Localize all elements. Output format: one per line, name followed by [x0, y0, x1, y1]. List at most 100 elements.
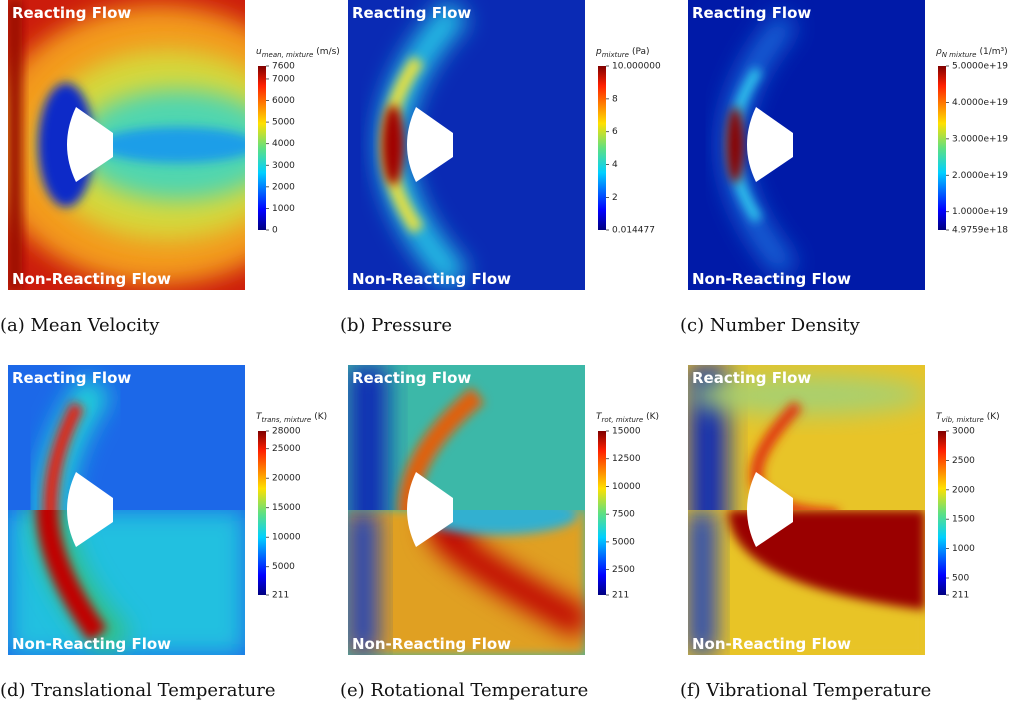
caption: (b) Pressure	[340, 315, 452, 336]
colorbar-tick-label: 1500	[952, 515, 975, 525]
colorbar-symbol: p	[595, 47, 602, 57]
field-layer	[43, 401, 85, 510]
colorbar-symbol: T	[256, 412, 263, 422]
colorbar-tick-label: 1.0000e+19	[952, 207, 1008, 217]
field-image	[8, 0, 245, 290]
colorbar-tick-label: 2000	[952, 485, 975, 495]
caption: (f) Vibrational Temperature	[680, 680, 931, 701]
bottom-label: Non-Reacting Flow	[692, 270, 851, 288]
bottom-label: Non-Reacting Flow	[692, 635, 851, 653]
colorbar-tick-label: 7000	[272, 74, 295, 84]
top-label: Reacting Flow	[12, 369, 131, 387]
colorbar-tick-label: 10000	[612, 482, 641, 492]
caption: (e) Rotational Temperature	[340, 680, 588, 701]
colorbar-tick-label: 8	[612, 94, 618, 104]
colorbar-tick-label: 211	[952, 591, 969, 601]
shock-layer	[43, 401, 85, 510]
panel: Reacting Flow Non-Reacting Flow umean, mix…	[0, 0, 340, 336]
field-image	[8, 365, 245, 655]
colorbar-symbol: T	[596, 412, 603, 422]
colorbar-unit: (m/s)	[316, 47, 340, 57]
top-label: Reacting Flow	[692, 4, 811, 22]
colorbar-tick-label: 28000	[272, 427, 301, 437]
colorbar-symbol: ρ	[936, 47, 942, 57]
colorbar-tick-label: 4000	[272, 139, 295, 149]
vehicle-body	[747, 472, 793, 547]
field-layer	[418, 510, 578, 535]
shock-layer	[398, 387, 485, 510]
colorbar-tick-label: 5000	[612, 537, 635, 547]
colorbar-tick-label: 2000	[272, 182, 295, 192]
colorbar-tick-label: 20000	[272, 474, 301, 484]
panel: Reacting Flow Non-Reacting Flow pmixture (P…	[340, 0, 661, 336]
bottom-label: Non-Reacting Flow	[12, 270, 171, 288]
colorbar-tick-label: 7600	[272, 62, 295, 72]
colorbar	[938, 66, 946, 230]
field-layer	[36, 510, 107, 642]
bottom-label: Non-Reacting Flow	[352, 635, 511, 653]
vehicle-body	[67, 107, 113, 182]
vehicle-body	[407, 107, 453, 182]
field-layer	[348, 510, 585, 655]
colorbar-unit: (K)	[314, 412, 327, 422]
colorbar-subscript: mean, mixture	[262, 51, 314, 59]
panel: Reacting Flow Non-Reacting Flow ρN mixture…	[680, 0, 1008, 336]
top-label: Reacting Flow	[692, 369, 811, 387]
shock-layer	[728, 510, 925, 610]
field-region	[382, 105, 404, 185]
colorbar-unit: (Pa)	[632, 47, 650, 57]
colorbar-title: ρN mixture (1/m³)	[936, 47, 1008, 59]
colorbar-subscript: mixture	[602, 51, 629, 59]
field-region	[348, 510, 585, 655]
field-layer	[8, 0, 22, 290]
colorbar-tick-label: 1000	[272, 204, 295, 214]
colorbar-tick-label: 10000	[272, 533, 301, 543]
colorbar-tick-label: 3.0000e+19	[952, 134, 1008, 144]
colorbar-title: pmixture (Pa)	[595, 47, 650, 59]
colorbar-tick-label: 5000	[272, 118, 295, 128]
field-region	[98, 127, 245, 163]
colorbar-symbol: T	[936, 412, 943, 422]
colorbar	[258, 66, 266, 230]
colorbar-tick-label: 1000	[952, 544, 975, 554]
colorbar-tick-label: 15000	[612, 427, 641, 437]
colorbar-subscript: vib, mixture	[942, 416, 984, 424]
field-region	[8, 0, 22, 290]
field-image	[688, 0, 925, 290]
colorbar-title: Ttrans, mixture (K)	[256, 412, 327, 424]
colorbar-symbol: u	[256, 47, 262, 57]
field-layer	[726, 107, 744, 183]
colorbar	[598, 431, 606, 595]
field-layer	[688, 510, 716, 655]
colorbar-tick-label: 2	[612, 193, 618, 203]
colorbar-tick-label: 10.000000	[612, 62, 661, 72]
panel: Reacting Flow Non-Reacting Flow Trot, mixt…	[340, 365, 659, 701]
field-layer	[348, 510, 378, 655]
field-region	[688, 375, 925, 415]
colorbar-tick-label: 6000	[272, 96, 295, 106]
colorbar-tick-label: 5.0000e+19	[952, 62, 1008, 72]
colorbar-tick-label: 3000	[952, 427, 975, 437]
colorbar-tick-label: 15000	[272, 503, 301, 513]
colorbar	[258, 431, 266, 595]
panel: Reacting Flow Non-Reacting Flow Tvib, mixt…	[680, 365, 1000, 701]
colorbar-unit: (1/m³)	[979, 47, 1007, 57]
colorbar-tick-label: 4.0000e+19	[952, 98, 1008, 108]
field-layer	[398, 387, 485, 510]
colorbar-title: umean, mixture (m/s)	[256, 47, 340, 59]
colorbar-subscript: N mixture	[942, 51, 977, 59]
colorbar-tick-label: 0.014477	[612, 226, 655, 236]
top-label: Reacting Flow	[352, 369, 471, 387]
field-region	[348, 365, 388, 510]
colorbar-tick-label: 5000	[272, 562, 295, 572]
colorbar-subscript: rot, mixture	[602, 416, 644, 424]
field-layer	[382, 105, 404, 185]
colorbar-tick-label: 12500	[612, 454, 641, 464]
colorbar-title: Trot, mixture (K)	[596, 412, 659, 424]
colorbar-tick-label: 4.9759e+18	[952, 226, 1008, 236]
panel: Reacting Flow Non-Reacting Flow Ttrans, mi…	[0, 365, 327, 701]
shock-layer	[36, 510, 107, 642]
field-image	[688, 365, 925, 655]
field-region	[348, 510, 378, 655]
field-layer	[348, 365, 388, 510]
